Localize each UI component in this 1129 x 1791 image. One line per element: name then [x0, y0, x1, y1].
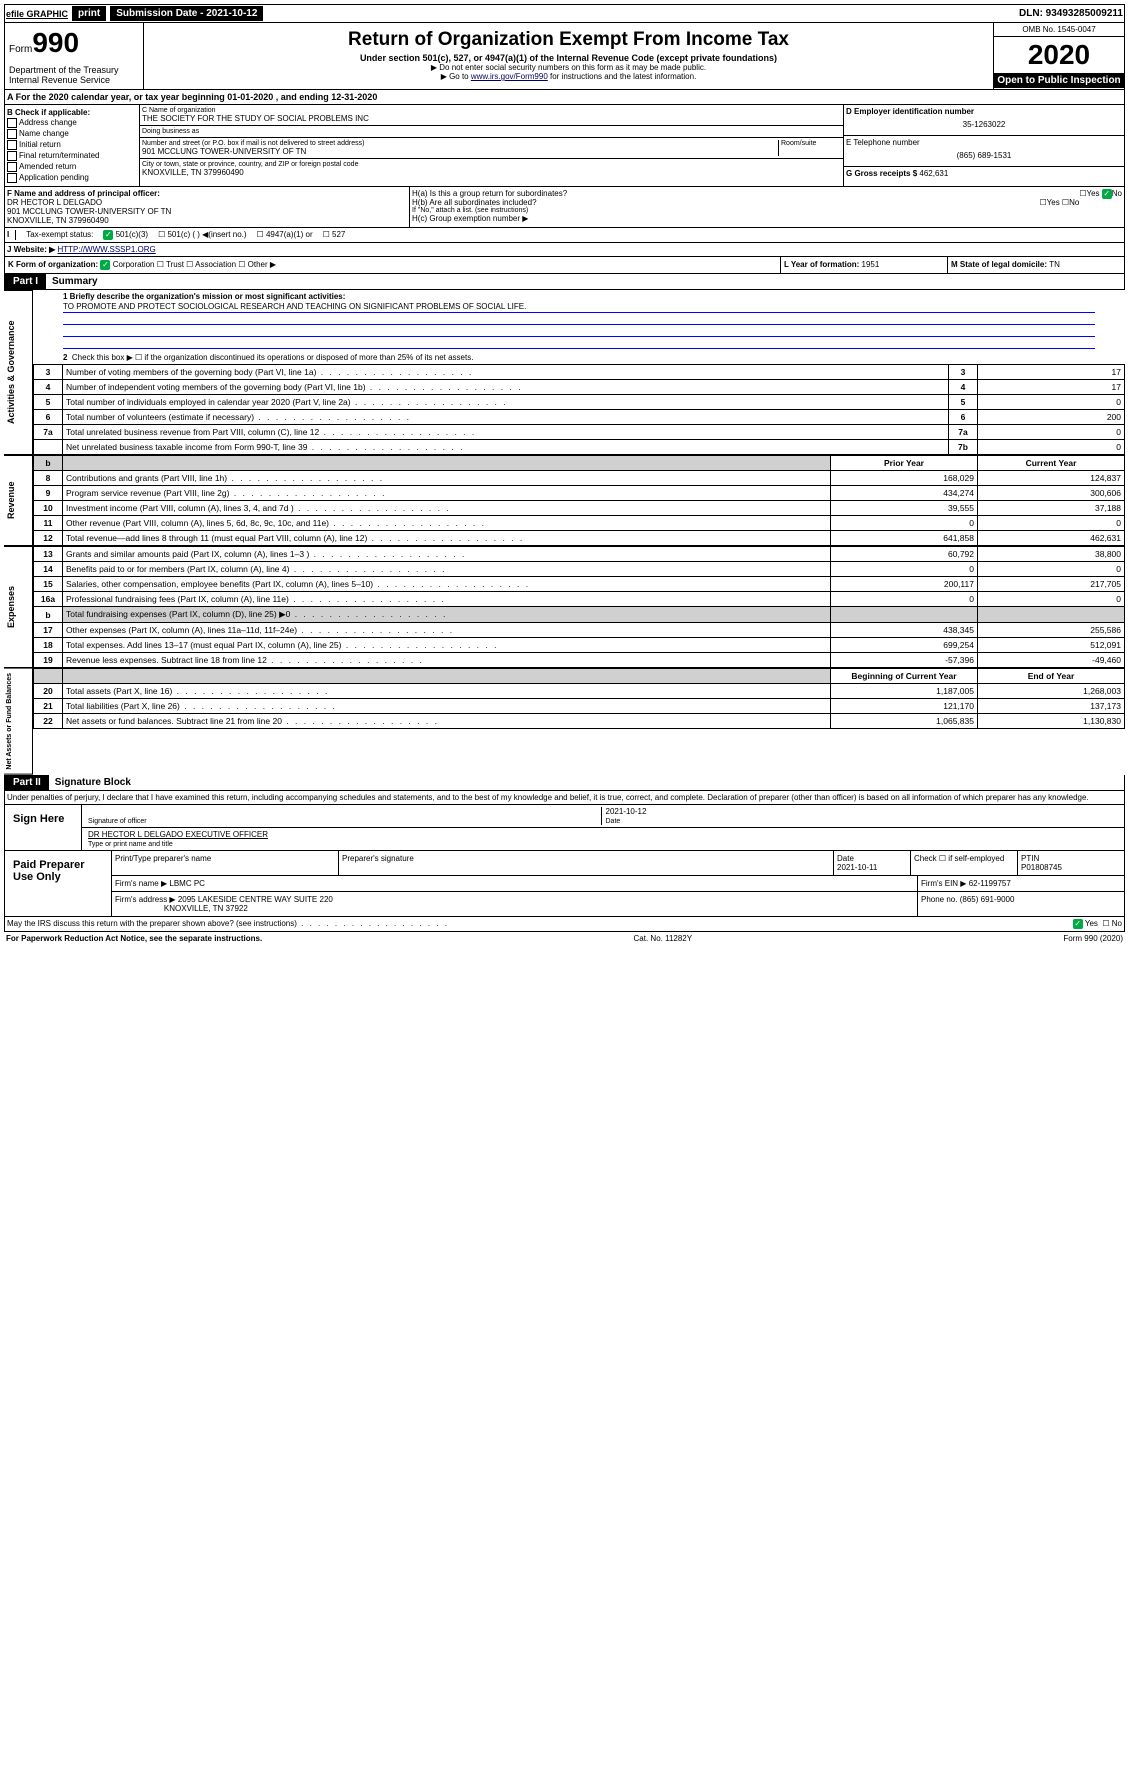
box-g-receipts: G Gross receipts $ 462,631	[844, 167, 1124, 180]
ptin: P01808745	[1021, 863, 1062, 872]
note-link: ▶ Go to www.irs.gov/Form990 for instruct…	[148, 72, 989, 81]
print-button[interactable]: print	[72, 6, 106, 21]
top-toolbar: efile GRAPHIC print Submission Date - 20…	[4, 4, 1125, 23]
box-c: C Name of organizationTHE SOCIETY FOR TH…	[140, 105, 844, 186]
preparer-block: Paid Preparer Use Only Print/Type prepar…	[4, 851, 1125, 917]
row-a-period: A For the 2020 calendar year, or tax yea…	[4, 90, 1125, 105]
irs-link[interactable]: www.irs.gov/Form990	[471, 72, 548, 81]
efile-link[interactable]: efile GRAPHIC	[6, 9, 68, 19]
officer-signature: DR HECTOR L DELGADO EXECUTIVE OFFICER	[88, 830, 268, 839]
row-i-status: I Tax-exempt status: ✓ 501(c)(3) ☐ 501(c…	[4, 228, 1125, 243]
revenue-table: bPrior YearCurrent Year 8Contributions a…	[33, 455, 1125, 546]
vlabel-netassets: Net Assets or Fund Balances	[4, 668, 33, 775]
form-subtitle: Under section 501(c), 527, or 4947(a)(1)…	[148, 53, 989, 63]
org-address: 901 MCCLUNG TOWER-UNIVERSITY OF TN	[142, 147, 778, 156]
open-inspection: Open to Public Inspection	[994, 73, 1124, 88]
omb-label: OMB No. 1545-0047	[994, 23, 1124, 37]
expenses-table: 13Grants and similar amounts paid (Part …	[33, 546, 1125, 668]
vlabel-expenses: Expenses	[4, 546, 33, 668]
form-label: Form	[9, 44, 32, 55]
row-j-website: J Website: ▶ HTTP://WWW.SSSP1.ORG	[4, 243, 1125, 257]
officer-name: DR HECTOR L DELGADO	[7, 198, 407, 207]
box-e-phone: E Telephone number(865) 689-1531	[844, 136, 1124, 167]
footer: For Paperwork Reduction Act Notice, see …	[4, 932, 1125, 945]
dln-label: DLN: 93493285009211	[1019, 8, 1123, 19]
vlabel-revenue: Revenue	[4, 455, 33, 546]
form-title: Return of Organization Exempt From Incom…	[148, 29, 989, 51]
governance-table: 3Number of voting members of the governi…	[33, 364, 1125, 455]
tax-year: 2020	[994, 37, 1124, 73]
signature-block: Sign Here Signature of officer2021-10-12…	[4, 805, 1125, 851]
part2-header: Part IISignature Block	[4, 775, 1125, 791]
mission-text: TO PROMOTE AND PROTECT SOCIOLOGICAL RESE…	[63, 301, 1095, 313]
subdate-button[interactable]: Submission Date - 2021-10-12	[110, 6, 263, 21]
row-f-h: F Name and address of principal officer:…	[4, 187, 1125, 228]
box-d-ein: D Employer identification number35-12630…	[844, 105, 1124, 136]
website-link[interactable]: HTTP://WWW.SSSP1.ORG	[58, 245, 156, 254]
perjury-declaration: Under penalties of perjury, I declare th…	[4, 791, 1125, 805]
part1-header: Part ISummary	[4, 274, 1125, 290]
row-k-l-m: K Form of organization: ✓ Corporation ☐ …	[4, 257, 1125, 274]
vlabel-governance: Activities & Governance	[4, 290, 33, 455]
entity-boxes: B Check if applicable: Address change Na…	[4, 105, 1125, 187]
box-b: B Check if applicable: Address change Na…	[5, 105, 140, 186]
mission-block: 1 Briefly describe the organization's mi…	[33, 290, 1125, 351]
org-city: KNOXVILLE, TN 379960490	[142, 168, 841, 177]
firm-name: LBMC PC	[169, 879, 205, 888]
discuss-row: May the IRS discuss this return with the…	[4, 917, 1125, 932]
form-header: Form990 Department of the Treasury Inter…	[4, 23, 1125, 90]
org-name: THE SOCIETY FOR THE STUDY OF SOCIAL PROB…	[142, 114, 841, 123]
netassets-table: Beginning of Current YearEnd of Year 20T…	[33, 668, 1125, 729]
dept-label: Department of the Treasury Internal Reve…	[9, 65, 139, 85]
form-number: 990	[32, 27, 79, 58]
note-ssn: ▶ Do not enter social security numbers o…	[148, 63, 989, 72]
